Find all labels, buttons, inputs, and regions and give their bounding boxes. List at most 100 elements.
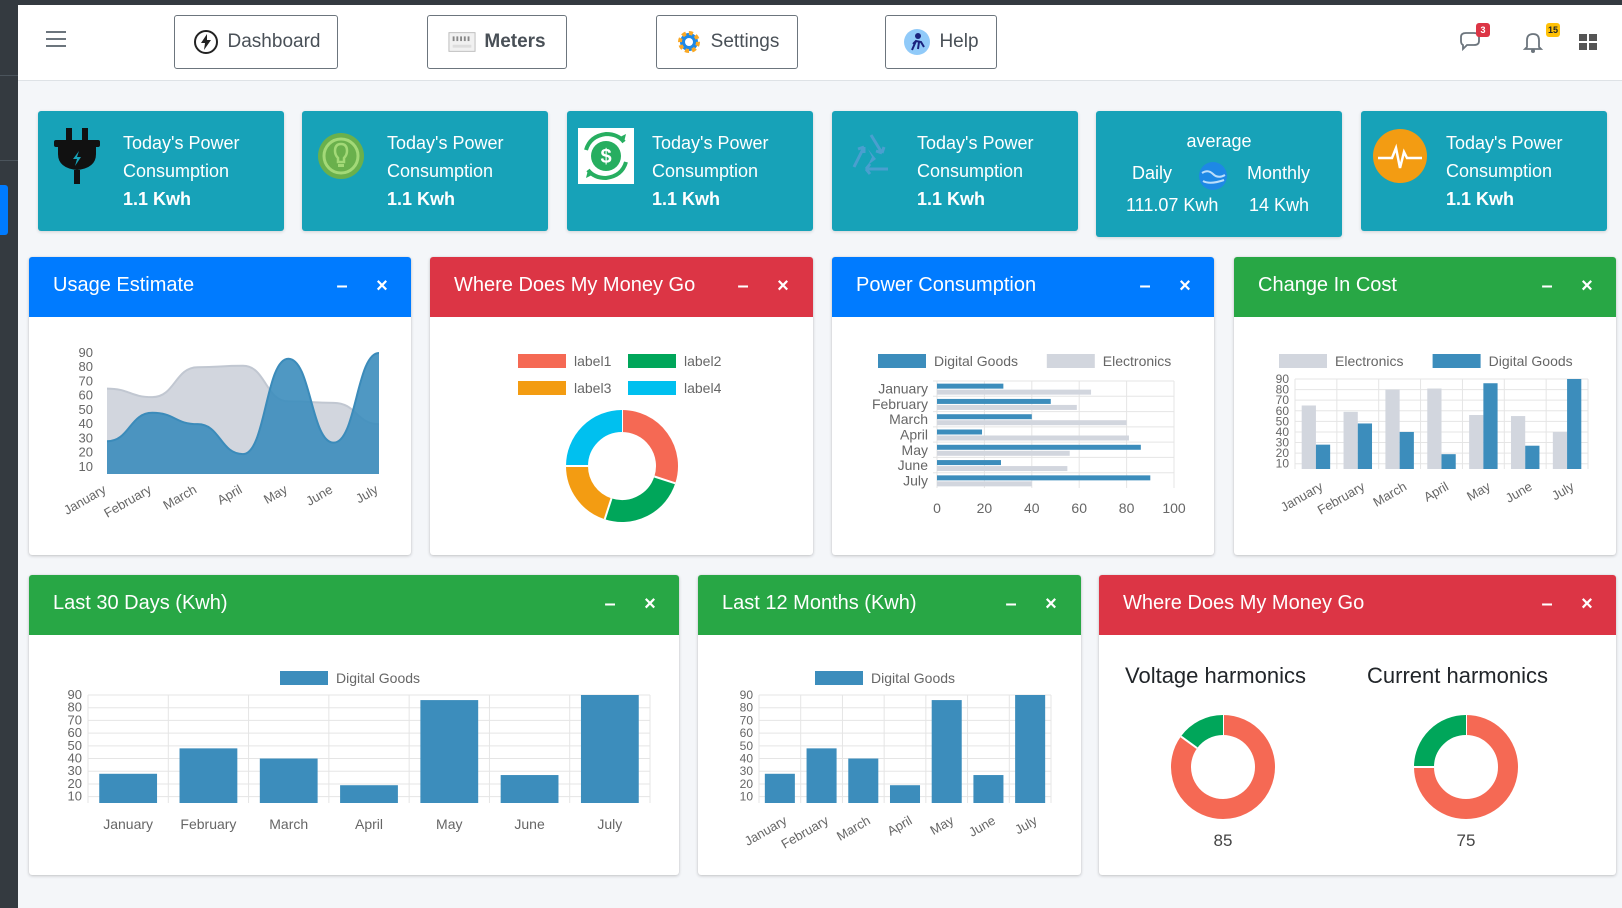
- legend-swatch: [280, 671, 328, 685]
- x-tick-label: 100: [1162, 500, 1186, 516]
- x-tick-label: February: [779, 812, 832, 851]
- area-series-fill: [107, 353, 379, 474]
- legend-swatch: [518, 354, 566, 368]
- card-title: Change In Cost: [1258, 274, 1397, 296]
- card-header: Where Does My Money Go – ×: [1099, 575, 1616, 635]
- svg-text:$: $: [600, 146, 611, 168]
- y-tick-label: 90: [79, 345, 93, 360]
- messages-button[interactable]: 3: [1458, 23, 1490, 57]
- x-tick-label: 80: [1119, 500, 1135, 516]
- x-tick-label: 0: [933, 500, 941, 516]
- y-tick-label: 20: [79, 445, 93, 460]
- bar-chart: Digital Goods102030405060708090JanuaryFe…: [740, 670, 1052, 852]
- menu-toggle-icon[interactable]: [46, 31, 66, 47]
- donut-slice: [1414, 715, 1518, 819]
- meters-label: Meters: [484, 31, 546, 52]
- card-last-12-months: Last 12 Months (Kwh) – × Digital Goods 10…: [698, 575, 1081, 875]
- x-tick-label: January: [61, 481, 109, 517]
- bar: [937, 383, 1004, 389]
- bar: [937, 404, 1077, 410]
- x-tick-label: June: [1503, 479, 1535, 506]
- bar: [889, 785, 921, 803]
- slice-divider: [603, 498, 613, 520]
- bulb-icon: [312, 127, 370, 185]
- info-value: 1.1 Kwh: [387, 189, 456, 209]
- settings-button[interactable]: Settings: [656, 15, 798, 69]
- info-label: Today's Power: [917, 133, 1034, 153]
- legend-label: label4: [684, 380, 722, 396]
- y-tick-label: July: [903, 472, 928, 488]
- y-tick-label: 30: [1276, 436, 1290, 450]
- close-icon[interactable]: ×: [644, 593, 656, 615]
- bar: [259, 758, 318, 803]
- y-tick-label: 40: [68, 751, 82, 766]
- bar: [420, 700, 479, 803]
- collapse-icon[interactable]: –: [1139, 275, 1151, 297]
- y-tick-label: 70: [79, 373, 93, 388]
- x-tick-label: April: [884, 813, 914, 839]
- recycle-icon: [842, 127, 900, 185]
- close-icon[interactable]: ×: [376, 275, 388, 297]
- collapse-icon[interactable]: –: [1541, 593, 1553, 615]
- info-box-text: Today's Power Consumption 1.1 Kwh: [387, 129, 504, 213]
- apps-grid-button[interactable]: [1576, 29, 1604, 57]
- help-button[interactable]: Help: [885, 15, 997, 69]
- bell-icon: [1522, 33, 1544, 53]
- area-series-line: [106, 352, 380, 456]
- collapse-icon[interactable]: –: [604, 593, 616, 615]
- donut-slice: [604, 475, 676, 522]
- dashboard-button[interactable]: Dashboard: [174, 15, 338, 69]
- close-icon[interactable]: ×: [1581, 275, 1593, 297]
- close-icon[interactable]: ×: [777, 275, 789, 297]
- card-title: Power Consumption: [856, 274, 1037, 296]
- sidebar-active-item[interactable]: [0, 185, 8, 235]
- x-tick-label: July: [1012, 812, 1040, 837]
- legend-swatch: [1432, 354, 1481, 368]
- info-box-text: Today's Power Consumption 1.1 Kwh: [1446, 129, 1563, 213]
- settings-label: Settings: [710, 31, 780, 52]
- close-icon[interactable]: ×: [1179, 275, 1191, 297]
- bar: [937, 444, 1141, 450]
- legend-swatch: [815, 671, 863, 685]
- bar: [937, 429, 983, 435]
- card-header: Where Does My Money Go – ×: [430, 257, 813, 317]
- x-tick-label: April: [1421, 479, 1451, 505]
- meter-icon: [448, 28, 476, 56]
- bar: [937, 475, 1151, 481]
- meters-button[interactable]: Meters: [427, 15, 567, 69]
- top-strip: [0, 0, 1622, 5]
- x-tick-label: 20: [977, 500, 993, 516]
- legend-label: label3: [574, 380, 612, 396]
- close-icon[interactable]: ×: [1045, 593, 1057, 615]
- bar: [1427, 388, 1442, 469]
- card-money-pie: Where Does My Money Go – × label1 label2 l…: [430, 257, 813, 555]
- card-title: Last 30 Days (Kwh): [53, 592, 228, 614]
- card-change-in-cost: Change In Cost – × Electronics Digital Go…: [1234, 257, 1616, 555]
- info-label: Consumption: [652, 161, 759, 181]
- y-tick-label: 40: [1276, 425, 1290, 439]
- harmonics-value: 85: [1214, 831, 1233, 850]
- collapse-icon[interactable]: –: [336, 275, 348, 297]
- sidebar: [0, 5, 18, 908]
- info-value: 1.1 Kwh: [917, 189, 986, 209]
- y-tick-label: 60: [740, 726, 754, 740]
- harmonics-value: 75: [1457, 831, 1476, 850]
- y-tick-label: 60: [79, 388, 93, 403]
- info-label: Consumption: [123, 161, 230, 181]
- x-tick-label: March: [160, 482, 199, 513]
- notifications-button[interactable]: 15: [1520, 23, 1560, 57]
- voltage-harmonics-title: Voltage harmonics: [1125, 663, 1306, 688]
- bar: [500, 775, 559, 803]
- collapse-icon[interactable]: –: [737, 275, 749, 297]
- info-label: Consumption: [1446, 161, 1553, 181]
- bar: [937, 398, 1051, 404]
- y-tick-label: 70: [740, 713, 754, 727]
- y-tick-label: 10: [740, 790, 754, 804]
- bar: [937, 389, 1092, 395]
- bar: [764, 773, 795, 803]
- close-icon[interactable]: ×: [1581, 593, 1593, 615]
- y-tick-label: 90: [68, 687, 82, 702]
- collapse-icon[interactable]: –: [1541, 275, 1553, 297]
- collapse-icon[interactable]: –: [1005, 593, 1017, 615]
